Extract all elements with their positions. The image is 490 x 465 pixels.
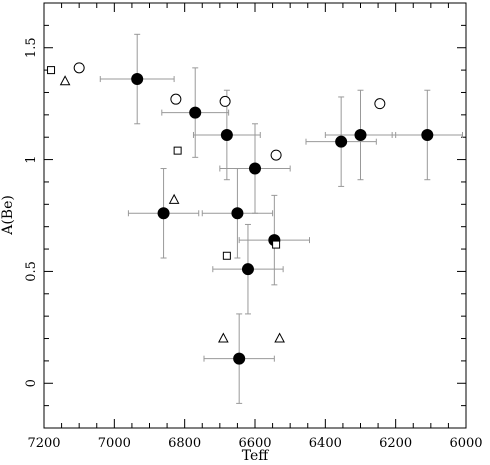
x-tick-label: 7200 [27,436,60,451]
x-tick-label: 6800 [168,436,201,451]
axis-ticks: 7200 7000 6800 6600 6400 6200 6000 0 0.5 1 1.5 [24,2,483,451]
x-tick-label: 7000 [98,436,131,451]
filled-circle-point [241,263,254,276]
y-tick-label: 0 [24,379,39,387]
data-markers [47,62,434,365]
filled-circle-point [231,207,244,220]
open-triangle-point [59,75,71,86]
y-tick-label: 0.5 [24,261,39,282]
error-bars [99,33,463,404]
y-tick-label: 1.5 [24,37,39,58]
filled-circle-point [354,128,367,141]
open-circle-point [170,93,182,105]
x-tick-label: 6400 [309,436,342,451]
open-square-point [173,146,182,155]
filled-circle-point [157,207,170,220]
open-square-point [222,251,231,260]
filled-circle-point [131,73,144,86]
open-triangle-point [274,332,285,343]
filled-circle-point [220,128,233,141]
filled-circle-point [249,162,261,175]
x-tick-label: 6000 [449,436,482,451]
open-circle-point [219,95,231,107]
open-circle-point [374,98,386,110]
filled-circle-point [335,135,348,148]
x-tick-label: 6200 [379,436,412,451]
y-axis-label: A(Be) [0,195,16,236]
plot-frame [43,2,467,429]
y-tick-label: 1 [24,155,39,163]
filled-circle-point [421,128,434,141]
open-triangle-point [168,193,180,204]
open-circle-point [270,149,282,161]
open-circle-point [73,62,85,74]
open-square-point [47,66,56,75]
open-square-point [272,240,281,249]
x-tick-label: 6600 [238,436,271,451]
open-triangle-point [218,332,229,343]
filled-circle-point [189,106,202,119]
filled-circle-point [233,352,246,365]
x-axis-label: Teff [242,448,270,464]
